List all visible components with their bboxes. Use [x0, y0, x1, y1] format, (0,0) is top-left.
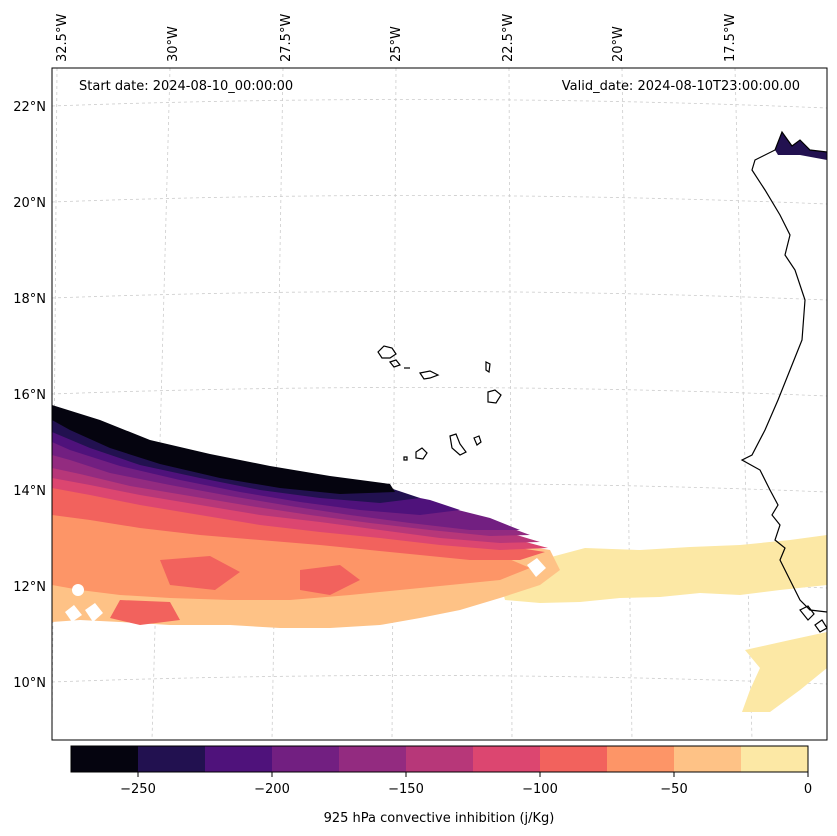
colorbar-swatches	[71, 746, 809, 772]
cin-band-weak-east	[500, 535, 827, 603]
meridian-30w	[151, 68, 171, 740]
lat-label-18n: 18°N	[13, 292, 46, 307]
map-frame	[51, 67, 828, 741]
africa-coastline	[740, 130, 827, 613]
cin-field-gap-4	[527, 558, 546, 577]
cin-field-gap-1	[72, 584, 84, 596]
bijagos-islands	[799, 605, 827, 633]
parallel-10n	[52, 675, 827, 685]
colorbar-frame	[70, 745, 809, 773]
parallel-20n	[52, 195, 827, 205]
meridian-27-5w	[271, 68, 284, 740]
meridian-25w	[391, 68, 397, 740]
parallel-18n	[52, 291, 827, 301]
lat-label-20n: 20°N	[13, 196, 46, 211]
cin-band-salmon-patch-1	[160, 556, 240, 590]
cin-band-weak-southeast	[742, 632, 827, 712]
santo-antao-island	[377, 345, 397, 359]
santiago-island	[449, 433, 467, 456]
colorbar-swatch	[406, 746, 474, 772]
colorbar-swatch	[205, 746, 273, 772]
lon-label-20w: 20°W	[611, 26, 626, 62]
cin-contour-field	[52, 132, 827, 712]
valid-date-label: Valid_date: 2024-08-10T23:00:00.00	[562, 79, 800, 94]
brava-island	[403, 456, 408, 461]
colorbar-swatch	[741, 746, 809, 772]
start-date-label: Start date: 2024-08-10_00:00:00	[79, 79, 293, 94]
latitude-labels: 22°N 20°N 18°N 16°N 14°N 12°N 10°N	[13, 100, 46, 691]
colorbar-swatch	[540, 746, 608, 772]
colorbar-tick-label: −50	[660, 782, 687, 797]
colorbar-tick-label: −100	[522, 782, 558, 797]
maio-island	[473, 435, 482, 446]
lon-label-30w: 30°W	[166, 26, 181, 62]
colorbar-swatch	[674, 746, 742, 772]
lat-label-14n: 14°N	[13, 484, 46, 499]
meridian-20w	[621, 68, 633, 740]
lat-label-22n: 22°N	[13, 100, 46, 115]
lon-label-25w: 25°W	[389, 26, 404, 62]
lon-label-17-5w: 17.5°W	[723, 14, 738, 62]
parallel-16n	[52, 387, 827, 397]
meridian-22-5w	[508, 68, 513, 740]
colorbar-tick-label: −200	[254, 782, 290, 797]
cin-field-gap-2	[85, 603, 103, 622]
colorbar-swatch	[339, 746, 407, 772]
meridian-17-5w	[734, 68, 753, 740]
fogo-island	[415, 447, 428, 460]
cin-band-salmon-patch-3	[110, 600, 180, 625]
cin-patch-north-coast	[775, 132, 827, 160]
lon-label-27-5w: 27.5°W	[279, 14, 294, 62]
colorbar-swatch	[473, 746, 541, 772]
parallel-22n	[52, 99, 827, 109]
colorbar-tick-label: 0	[804, 782, 812, 797]
sal-island	[485, 361, 491, 374]
cin-band-indigo	[52, 408, 420, 503]
cin-field-gap-3	[65, 605, 82, 622]
lat-label-16n: 16°N	[13, 388, 46, 403]
lat-label-12n: 12°N	[13, 580, 46, 595]
colorbar: −250 −200 −150 −100 −50 0 925 hPa convective …	[70, 745, 812, 826]
lon-label-32-5w: 32.5°W	[55, 14, 70, 62]
sao-vicente-island	[388, 359, 402, 368]
cin-band-salmon-patch-2	[300, 565, 360, 595]
map-panel	[52, 68, 827, 740]
colorbar-swatch	[607, 746, 675, 772]
colorbar-tick-label: −150	[388, 782, 424, 797]
coastlines	[377, 130, 827, 633]
longitude-labels: 32.5°W 30°W 27.5°W 25°W 22.5°W 20°W 17.5…	[55, 14, 738, 62]
colorbar-tick-label: −250	[120, 782, 156, 797]
lon-label-22-5w: 22.5°W	[501, 14, 516, 62]
colorbar-swatch	[138, 746, 206, 772]
colorbar-swatch	[71, 746, 139, 772]
boa-vista-island	[487, 389, 502, 404]
lat-label-10n: 10°N	[13, 676, 46, 691]
colorbar-swatch	[272, 746, 340, 772]
colorbar-label: 925 hPa convective inhibition (j/Kg)	[324, 811, 555, 826]
colorbar-ticks: −250 −200 −150 −100 −50 0	[120, 772, 812, 797]
meridian-32-5w	[52, 68, 58, 740]
cin-band-black	[52, 405, 395, 494]
sao-nicolau-island	[419, 370, 440, 380]
